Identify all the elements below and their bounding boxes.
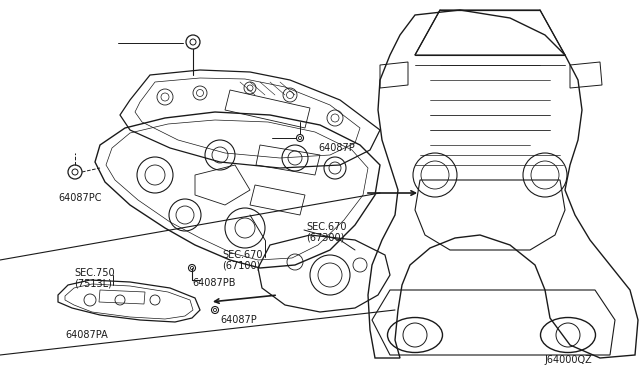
Text: (67100): (67100): [222, 260, 260, 270]
Text: J64000QZ: J64000QZ: [544, 355, 592, 365]
Text: (67300): (67300): [306, 232, 344, 242]
Text: SEC.670: SEC.670: [306, 222, 346, 232]
Text: 64087PB: 64087PB: [192, 278, 236, 288]
Text: 64087PA: 64087PA: [65, 330, 108, 340]
Text: 64087PC: 64087PC: [58, 193, 102, 203]
Text: SEC.750: SEC.750: [74, 268, 115, 278]
Text: 64087P: 64087P: [220, 315, 257, 325]
Text: 64087P: 64087P: [318, 143, 355, 153]
Text: (7513L): (7513L): [74, 278, 112, 288]
Text: SEC.670: SEC.670: [222, 250, 262, 260]
